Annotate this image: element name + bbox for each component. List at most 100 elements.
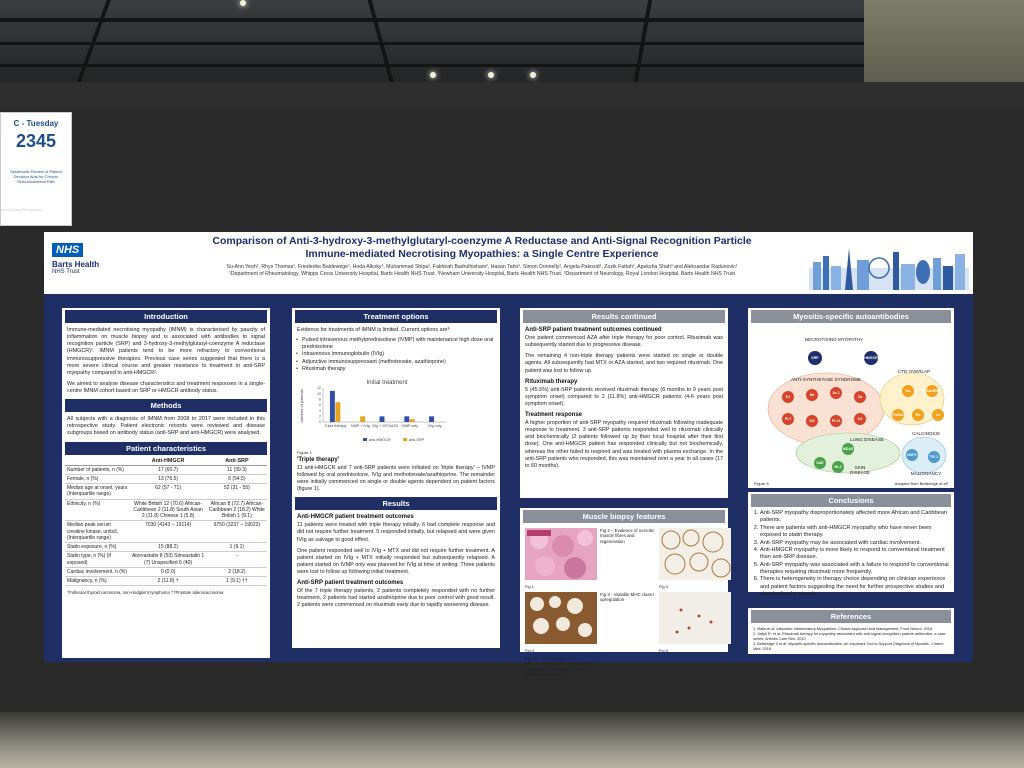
reference-item: 1. Malik et al. Idiopathic Inflammatory …	[753, 627, 934, 631]
autoantibody-node-nxp2: NXP2	[906, 449, 918, 461]
autoantibody-node-mi2: Mi-2	[832, 461, 844, 473]
srp-value: 1 (9.1)	[206, 542, 267, 553]
srp-continued-para-2: The remaining 4 non-triple therapy patie…	[525, 353, 723, 374]
poster-title: Comparison of Anti-3-hydroxy-3-methylglu…	[142, 235, 822, 261]
autoantibody-node-pmscl: PmScl	[892, 409, 904, 421]
row-label: Number of patients, n (%)	[65, 465, 130, 475]
ctd-label: CTD OVERLAP	[897, 369, 931, 374]
srp-outcomes-heading: Anti-SRP patient treatment outcomes	[297, 580, 404, 587]
ceiling-light	[430, 72, 436, 78]
table-footnote: †Follicular thyroid carcinoma, non-Hodgk…	[67, 590, 224, 596]
rituximab-heading: Rituximab therapy	[525, 378, 578, 385]
legend-swatch-1	[403, 437, 407, 441]
row-label: Median age at onset, years (Interquartil…	[65, 483, 130, 500]
tag-day: C - Tuesday	[13, 119, 59, 128]
hmgcr-value: White British 12 (70.6) African-Caribbea…	[129, 499, 207, 522]
table-row: Malignancy, n (%) 2 (11.8) † 1 (9.1) ††	[65, 576, 267, 587]
lung-label: LUNG DISEASE	[850, 437, 884, 442]
back-wall	[864, 0, 1024, 92]
srp-value: 1 (9.1) ††	[206, 576, 267, 587]
board-number-tag: C - Tuesday 2345 Systematic Review of Pa…	[0, 112, 72, 226]
biopsy-heading: Muscle biopsy features	[523, 510, 725, 523]
org-name: Barts Health	[52, 260, 100, 269]
legend-swatch-0	[363, 437, 367, 441]
hmgcr-outcomes-para-1: 11 patients were treated with triple the…	[297, 522, 495, 543]
tag-number: 2345	[15, 131, 57, 151]
poster: NHS Barts Health NHS Trust Comparison of…	[44, 232, 973, 677]
figure-1-label: Figure 1	[297, 449, 312, 455]
x-tick-label: IVMP only	[402, 424, 419, 428]
conclusion-item: Anti-HMGCR myopathy is more likely to re…	[760, 547, 949, 562]
methods-heading: Methods	[65, 399, 267, 413]
legend-label-1: anti-SRP	[409, 438, 425, 442]
intro-para-1: Immune-mediated necrotising myopathy (IM…	[67, 327, 265, 376]
treatment-option: Pulsed intravenous methylprednisolone (I…	[296, 337, 495, 351]
autoantibody-node-ro: Ro	[912, 409, 924, 421]
bar-anti-HMGCR-2	[379, 416, 385, 422]
autoantibodies-diagram-shapes	[767, 372, 947, 474]
y-tick-label: 12	[317, 386, 321, 390]
y-tick-label: 2	[319, 414, 321, 418]
autoantibody-node-mda5: MDA5	[842, 443, 854, 455]
authors-block: Su-Ann Yeoh¹, Rhys Thomas¹, Friederike B…	[142, 264, 822, 278]
conclusion-item: Anti-SRP myopathy was associated with a …	[760, 562, 949, 577]
y-tick-label: 10	[317, 392, 321, 396]
srp-value: 11 (39.3)	[206, 465, 267, 475]
ceiling-light	[488, 72, 494, 78]
title-line-2: Immune-mediated Necrotising Myopathies: …	[305, 248, 659, 261]
fig-2-caption: Fig 2 – Evidence of necrotic muscle fibr…	[600, 528, 655, 544]
treatment-option: Adjunctive immunosuppressant (methotrexa…	[296, 359, 495, 366]
results-continued-heading: Results continued	[523, 310, 725, 323]
initial-treatment-chart: Initial treatment Number of patients 0 2 4 6 8…	[297, 376, 495, 448]
table-header-row: Anti-HMGCR Anti-SRP	[65, 456, 267, 466]
intro-para-2: We aimed to analyse disease characterist…	[67, 380, 265, 394]
y-tick-label: 0	[319, 420, 321, 424]
london-skyline-graphic	[809, 248, 969, 290]
ceiling-truss	[0, 42, 1024, 45]
treatment-heading: Treatment options	[295, 310, 497, 323]
floor	[0, 712, 1024, 768]
column-3-bottom: Muscle biopsy features Fig 1 Fig 2 – Evi…	[520, 508, 731, 677]
column-4-middle: Conclusions Anti-SRP myopathy disproport…	[748, 492, 954, 597]
conclusions-heading: Conclusions	[751, 494, 951, 507]
poster-header: NHS Barts Health NHS Trust Comparison of…	[44, 232, 973, 294]
fig-4-label: Fig 4	[525, 648, 534, 653]
skin-label: SKIN DISEASE	[850, 465, 870, 475]
hmgcr-outcomes-para-2: One patient responded well to IVIg + MTX…	[297, 547, 495, 575]
necrotic-fibres-image	[525, 528, 597, 580]
ceiling	[0, 0, 1024, 92]
hmgcr-node: HMGCR	[864, 351, 878, 365]
srp-continued-para-1: One patient commenced AZA after triple t…	[525, 335, 723, 349]
reference-item: 2. Valiyil R, et al. Rituximab therapy f…	[753, 631, 946, 641]
hmgcr-value: 15 (88.2)	[129, 542, 207, 553]
autoantibody-node-jo1: Jo-1	[830, 387, 842, 399]
treatment-response-heading: Treatment response	[525, 412, 583, 418]
affiliations: ¹Department of Rheumatology, Whipps Cros…	[229, 270, 735, 277]
intro-heading: Introduction	[65, 310, 267, 323]
autoantibody-node-ej: EJ	[782, 391, 794, 403]
fig-3-caption: Fig 3 - Variable MHC class I upregulatio…	[600, 592, 655, 603]
srp-outcomes-para: Of the 7 triple therapy patients, 2 pati…	[297, 588, 495, 609]
hmgcr-value: 62 (57 - 71)	[129, 483, 207, 500]
authors: Su-Ann Yeoh¹, Rhys Thomas¹, Friederike B…	[226, 264, 738, 270]
biopsy-fig-4: Fig 4	[525, 592, 597, 653]
fig-5-label: Fig 5	[659, 648, 668, 653]
table-row: Female, n (%) 13 (76.5) 6 (54.5)	[65, 474, 267, 485]
tag-note: thout Author Permission	[0, 207, 43, 212]
conclusion-item: Anti-SRP myopathy may be associated with…	[760, 540, 949, 547]
reference-item: 3. Betteridge Z et al. Myositis-specific…	[753, 641, 944, 651]
triple-therapy-text: 11 anti-HMGCR and 7 anti-SRP patients we…	[297, 464, 495, 493]
srp-value: 2 (18.2)	[206, 567, 267, 578]
mhc-class-image	[659, 528, 731, 580]
hmgcr-value: 0 (0.0)	[129, 567, 207, 578]
srp-value: African 8 (72.7) African-Caribbean 2 (18…	[206, 499, 267, 522]
lymphocytic-image	[659, 592, 731, 644]
bar-anti-SRP-3	[409, 418, 415, 422]
biopsy-fig-5: Fig 5	[659, 592, 731, 653]
board-top	[0, 82, 1024, 112]
ceiling-light	[240, 0, 246, 6]
bar-anti-HMGCR-4	[429, 416, 435, 422]
table-row: Statin type, n (%) (if exposed) Atorvasta…	[65, 551, 267, 568]
table-row: Number of patients, n (%) 17 (60.7) 11 (39…	[65, 465, 267, 475]
macrophage-image	[525, 592, 597, 644]
